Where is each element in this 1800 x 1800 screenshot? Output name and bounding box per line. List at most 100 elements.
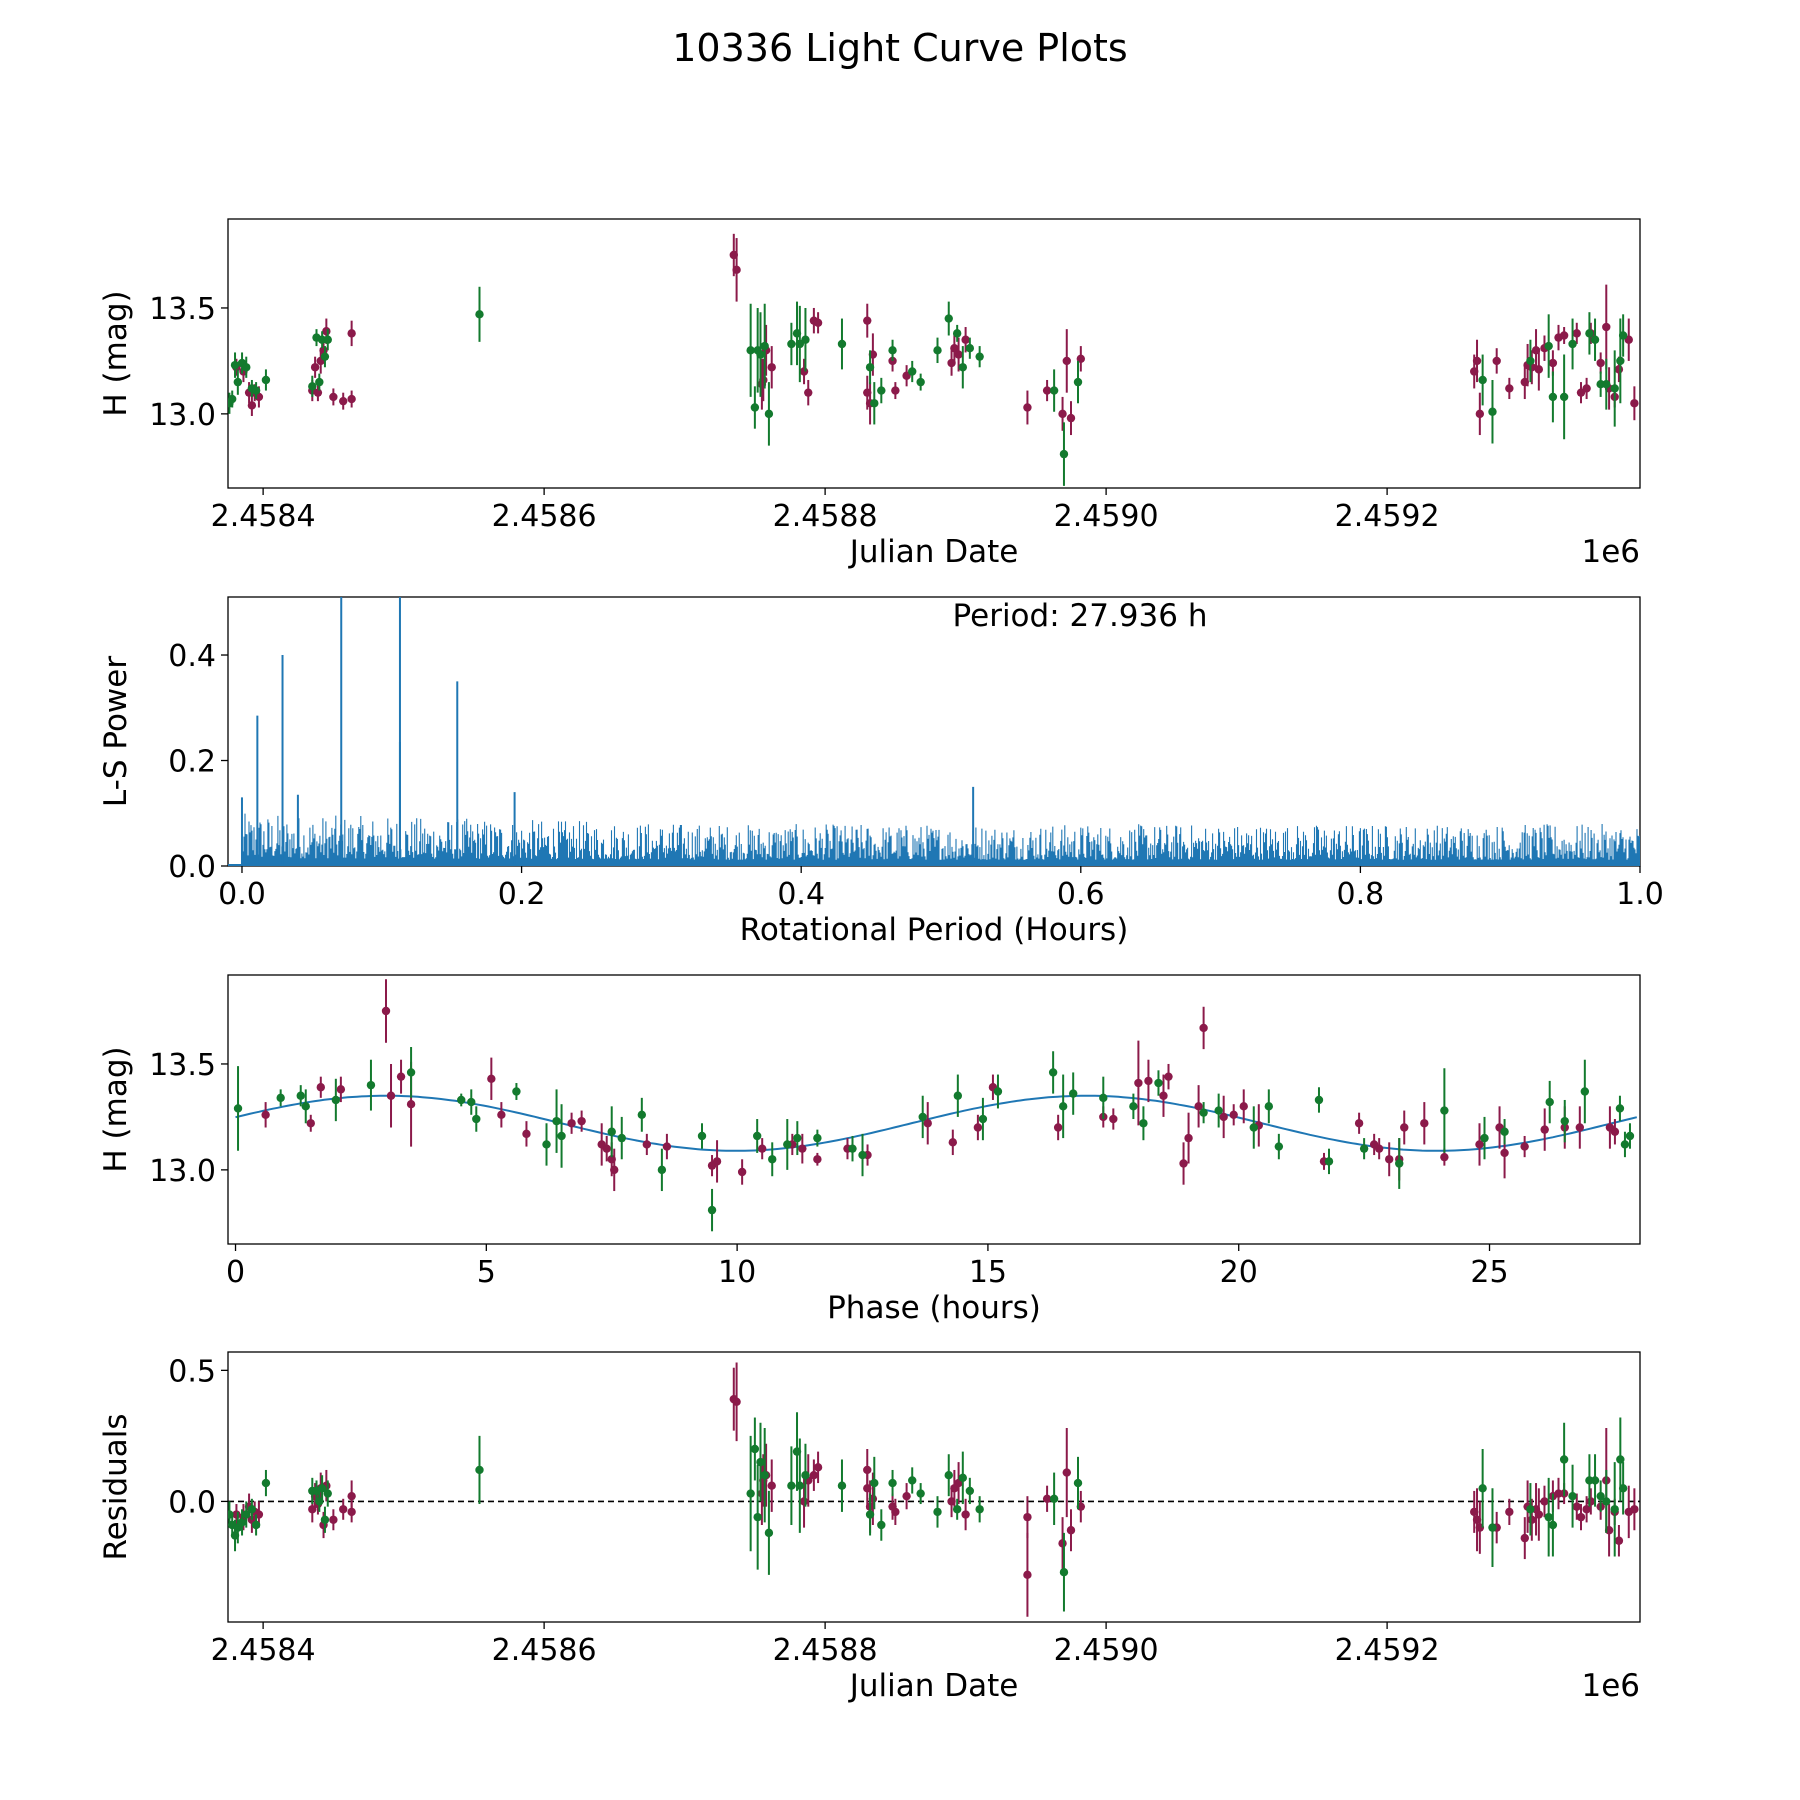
lightcurve-point xyxy=(1073,377,1083,387)
residuals-point xyxy=(1576,1512,1586,1522)
lightcurve-point xyxy=(230,360,240,370)
phased-point xyxy=(1314,1095,1324,1105)
phased-point xyxy=(657,1165,667,1175)
residuals-frame xyxy=(227,1351,1641,1623)
lightcurve-point xyxy=(750,403,760,412)
phased-point xyxy=(366,1080,376,1090)
periodogram-ytick-label: 0.2 xyxy=(168,745,216,780)
lightcurve-point xyxy=(1630,399,1639,408)
phased-point xyxy=(978,1114,988,1124)
phased-point xyxy=(1058,1102,1068,1111)
residuals-point xyxy=(1488,1523,1497,1532)
periodogram-xlabel: Rotational Period (Hours) xyxy=(740,912,1129,948)
periodogram-xtick-label: 0.6 xyxy=(1057,877,1105,912)
periodogram-ylabel: L-S Power xyxy=(98,656,134,807)
phased-point xyxy=(993,1087,1003,1096)
lightcurve-point xyxy=(787,339,796,349)
lightcurve-point xyxy=(339,396,348,406)
lightcurve-point xyxy=(799,367,809,376)
lightcurve-point xyxy=(916,377,925,387)
residuals-point xyxy=(1586,1497,1596,1506)
lightcurve-series-b xyxy=(228,286,1628,486)
phased-point xyxy=(1575,1123,1585,1132)
lightcurve-point xyxy=(746,346,755,355)
lightcurve-point xyxy=(315,377,324,387)
phased-point xyxy=(948,1138,958,1147)
lightcurve-point xyxy=(1042,386,1052,395)
phased-point xyxy=(1048,1068,1058,1077)
phased-point xyxy=(542,1140,551,1149)
phased-point xyxy=(276,1093,285,1103)
phased-point xyxy=(1199,1023,1208,1033)
residuals-xtick-label: 2.4592 xyxy=(1335,1633,1440,1668)
lightcurve-point xyxy=(1602,322,1611,332)
phased-point xyxy=(512,1087,521,1096)
lightcurve-point xyxy=(323,335,332,344)
phased-point xyxy=(607,1127,616,1136)
lightcurve-point xyxy=(329,392,338,402)
lightcurve-point xyxy=(1590,335,1600,344)
residuals-point xyxy=(916,1489,925,1498)
residuals-ylabel: Residuals xyxy=(98,1413,134,1560)
residuals-point xyxy=(347,1507,356,1517)
lightcurve-point xyxy=(1544,341,1553,351)
phased-point xyxy=(752,1131,762,1141)
phased-point xyxy=(617,1133,626,1143)
phased-point xyxy=(457,1095,466,1105)
periodogram-ytick-label: 0.0 xyxy=(168,850,216,885)
lightcurve-point xyxy=(1585,329,1594,338)
phased-point xyxy=(642,1140,652,1149)
residuals-point xyxy=(787,1481,796,1490)
phased-point xyxy=(1164,1072,1173,1081)
phased-point xyxy=(602,1144,611,1153)
residuals-point xyxy=(317,1484,327,1493)
phased-point xyxy=(1194,1102,1203,1111)
phased-point xyxy=(1520,1142,1529,1151)
phased-point xyxy=(552,1116,561,1126)
residuals-xtick-label: 2.4590 xyxy=(1054,1633,1159,1668)
phased-point xyxy=(1580,1087,1590,1096)
lightcurve-point xyxy=(952,329,962,338)
residuals-point xyxy=(475,1465,484,1475)
phased-point xyxy=(522,1129,531,1139)
residuals-point xyxy=(753,1512,762,1522)
phased-point xyxy=(381,1006,391,1016)
residuals-point xyxy=(1049,1494,1059,1503)
phased-point xyxy=(783,1140,792,1149)
phased-point xyxy=(1420,1119,1429,1128)
phased-xtick-label: 0 xyxy=(226,1255,245,1290)
phased-point xyxy=(472,1114,481,1124)
phased-point xyxy=(737,1167,747,1177)
lightcurve-point xyxy=(247,401,257,410)
residuals-point xyxy=(1596,1491,1605,1501)
lightcurve-point xyxy=(1023,403,1032,412)
residuals-point xyxy=(1073,1478,1083,1488)
residuals-series-a xyxy=(232,1362,1639,1617)
residuals-point xyxy=(908,1476,917,1485)
lightcurve-point xyxy=(308,382,317,391)
phased-point xyxy=(637,1110,647,1119)
phased-xtick-label: 10 xyxy=(718,1255,756,1290)
lightcurve-point xyxy=(764,409,774,419)
residuals-point xyxy=(944,1471,953,1480)
residuals-point xyxy=(1520,1533,1529,1543)
residuals-series-b xyxy=(228,1412,1628,1612)
phased-point xyxy=(1615,1104,1625,1113)
phased-point xyxy=(610,1165,619,1175)
lightcurve-point xyxy=(865,363,875,372)
residuals-xtick-label: 2.4588 xyxy=(773,1633,878,1668)
lightcurve-point xyxy=(233,377,243,387)
lightcurve-xtick-label: 2.4588 xyxy=(773,499,878,534)
lightcurve-point xyxy=(933,346,942,355)
residuals-point xyxy=(1540,1497,1549,1506)
residuals-point xyxy=(870,1478,879,1488)
lightcurve-point xyxy=(863,316,872,325)
residuals-point xyxy=(347,1491,356,1501)
residuals-point xyxy=(746,1489,755,1498)
residuals-ytick-label: 0.5 xyxy=(168,1354,216,1389)
lightcurve-point xyxy=(950,344,959,353)
lightcurve-point xyxy=(958,363,968,372)
residuals-point xyxy=(1062,1468,1071,1477)
phased-ytick-label: 13.0 xyxy=(149,1154,216,1189)
figure-title: 10336 Light Curve Plots xyxy=(672,26,1128,70)
